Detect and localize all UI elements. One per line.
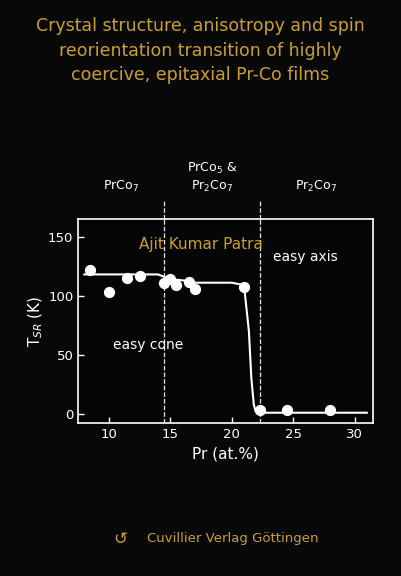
Text: PrCo$_5$ &
Pr$_2$Co$_7$: PrCo$_5$ & Pr$_2$Co$_7$ <box>187 161 237 194</box>
Point <box>186 277 192 286</box>
Point <box>327 406 333 415</box>
Point <box>87 265 94 274</box>
Text: easy axis: easy axis <box>273 250 338 264</box>
Text: Pr$_2$Co$_7$: Pr$_2$Co$_7$ <box>296 179 338 194</box>
Point <box>167 275 174 284</box>
Text: PrCo$_7$: PrCo$_7$ <box>103 179 139 194</box>
Point <box>124 274 130 283</box>
Y-axis label: T$_{SR}$ (K): T$_{SR}$ (K) <box>27 295 45 347</box>
Text: easy cone: easy cone <box>113 338 183 353</box>
Point <box>284 406 290 415</box>
Text: ↺: ↺ <box>113 529 127 548</box>
Text: Ajit Kumar Patra: Ajit Kumar Patra <box>139 237 262 252</box>
Point <box>106 287 112 297</box>
Point <box>161 278 167 287</box>
Point <box>136 271 143 280</box>
Point <box>257 406 263 415</box>
X-axis label: Pr (at.%): Pr (at.%) <box>192 447 259 462</box>
Point <box>192 284 198 293</box>
Text: Crystal structure, anisotropy and spin
reorientation transition of highly
coerci: Crystal structure, anisotropy and spin r… <box>36 17 365 84</box>
Text: Cuvillier Verlag Göttingen: Cuvillier Verlag Göttingen <box>147 532 318 545</box>
Point <box>173 281 180 290</box>
Point <box>241 283 247 292</box>
